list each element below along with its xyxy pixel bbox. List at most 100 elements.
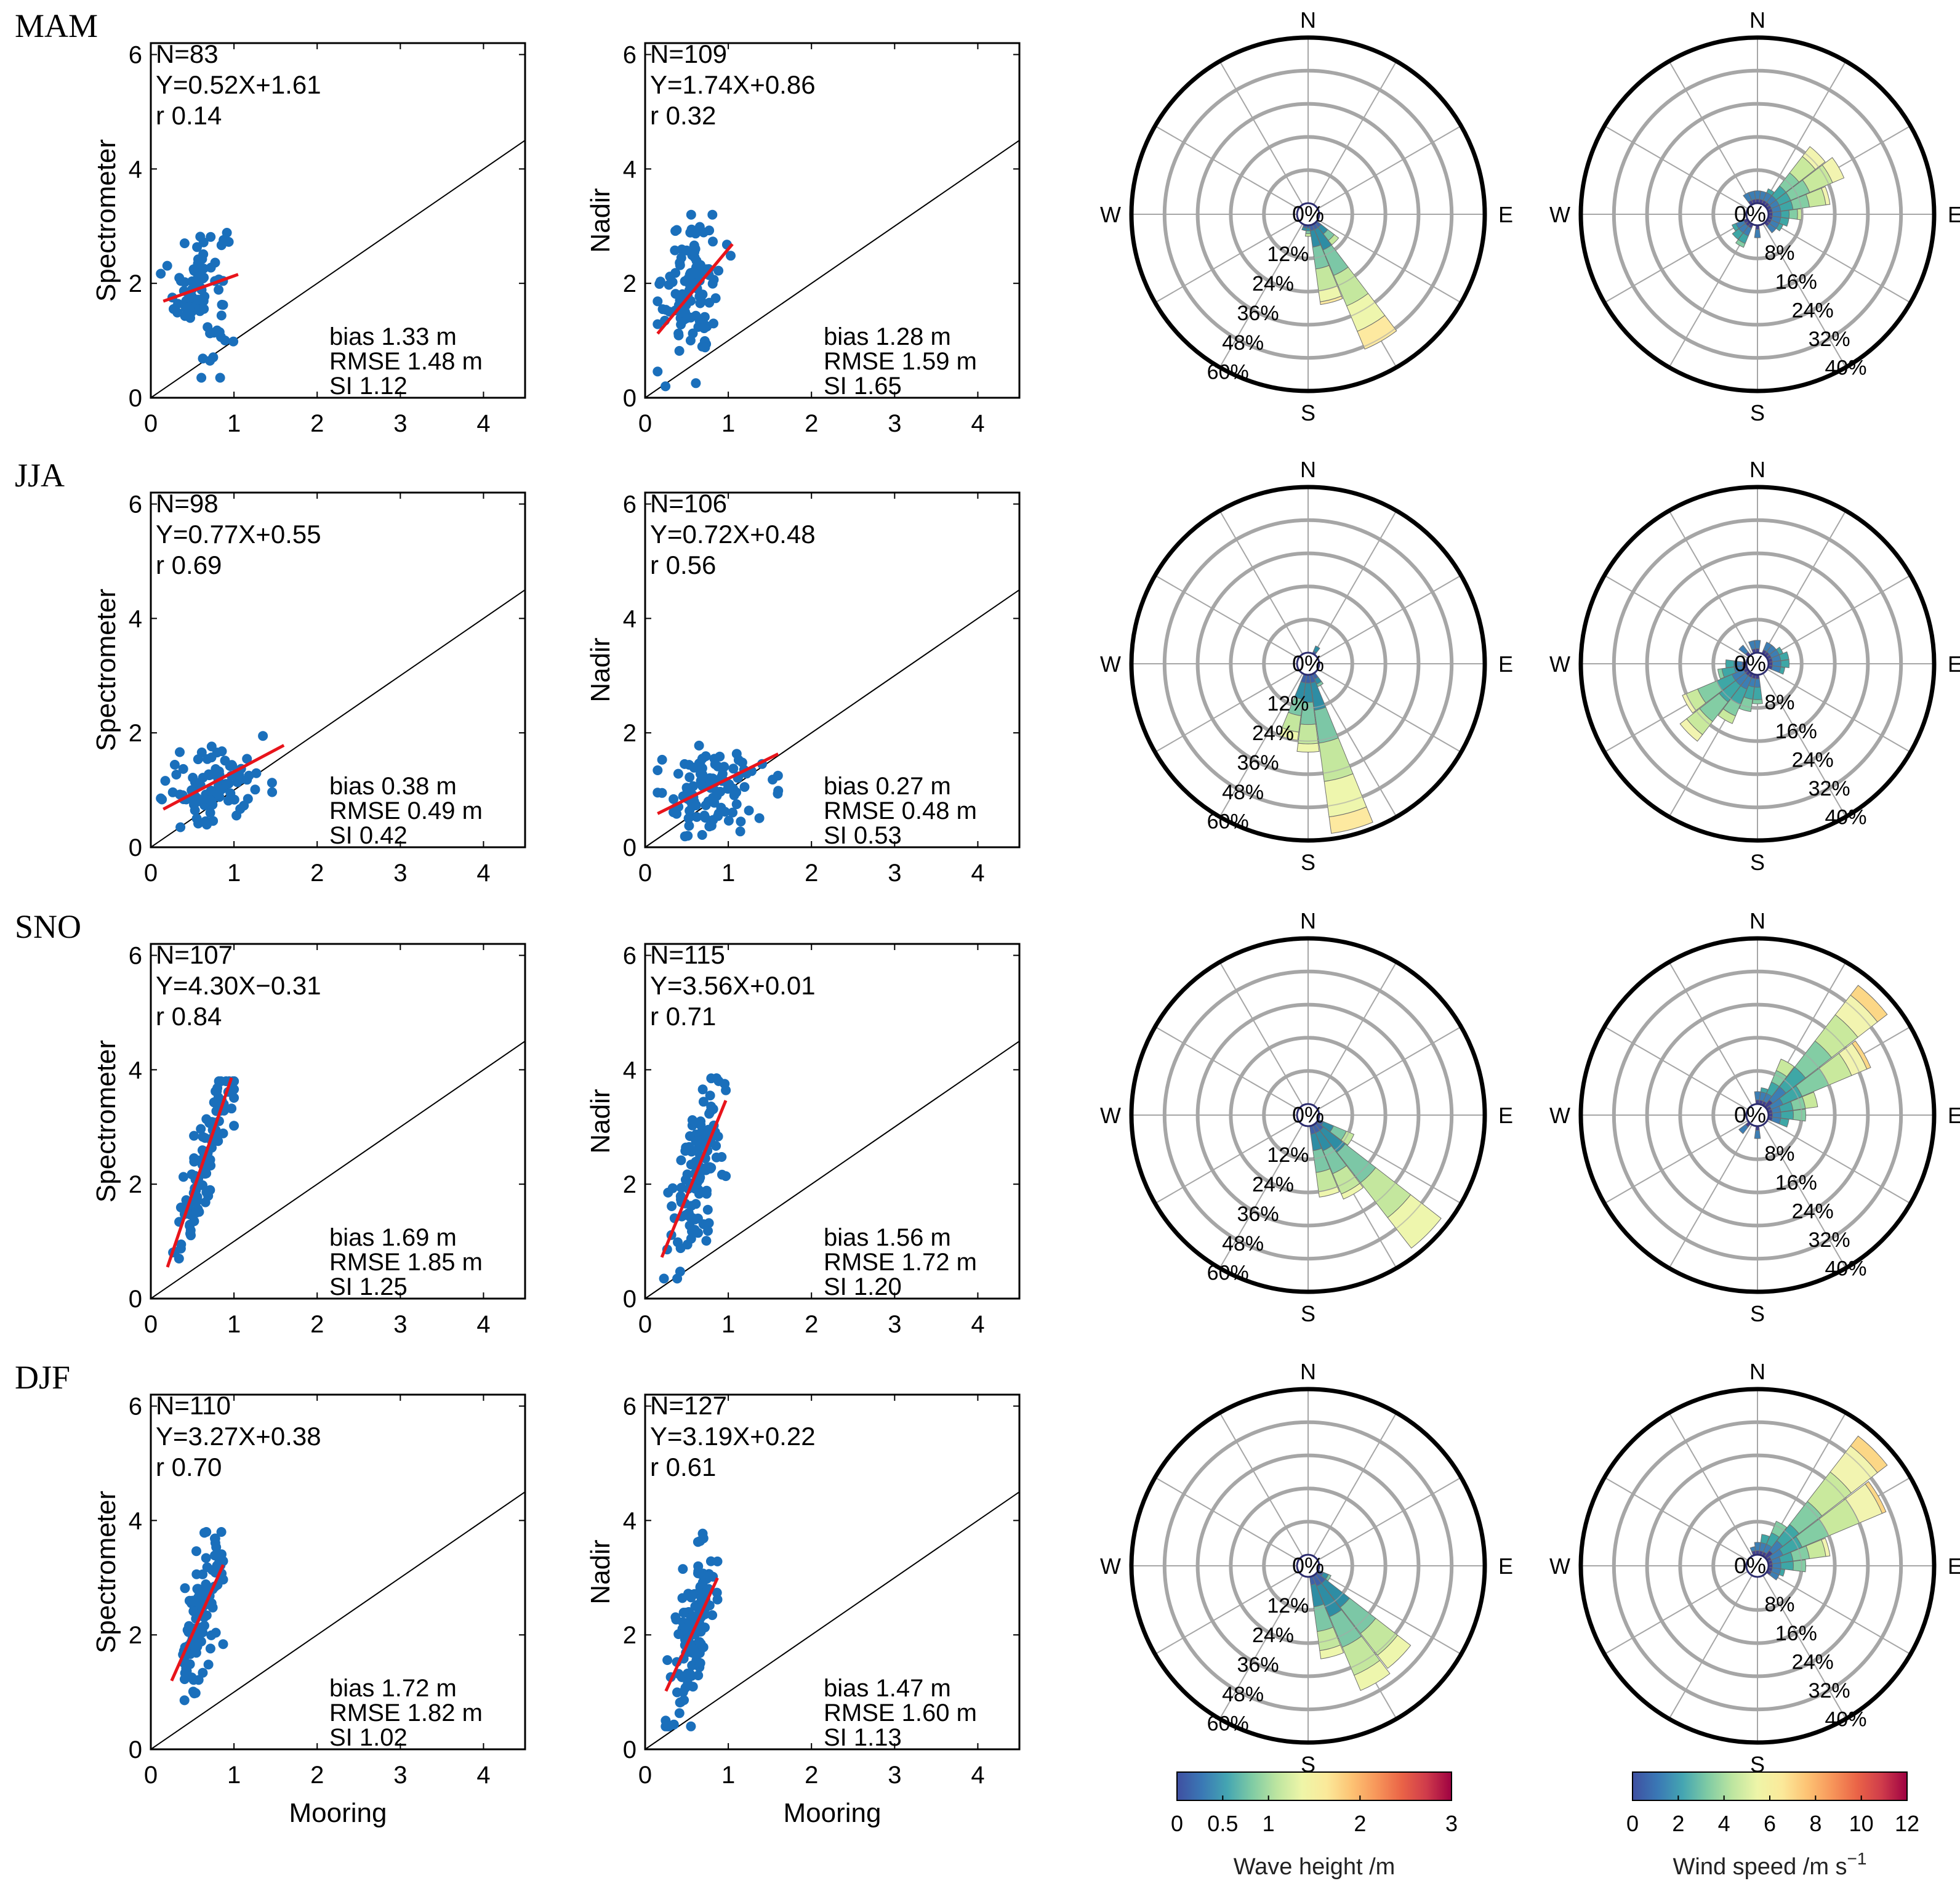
x-tick-label: 2 bbox=[805, 1311, 818, 1338]
rose-spoke bbox=[1604, 574, 1758, 664]
rose-ring-overlay bbox=[1163, 519, 1453, 808]
stat-n: N=98 bbox=[156, 489, 219, 518]
data-point bbox=[676, 1155, 686, 1166]
data-point bbox=[210, 257, 220, 268]
data-point bbox=[707, 1610, 718, 1621]
data-point bbox=[744, 805, 754, 816]
data-point bbox=[698, 1097, 709, 1107]
data-point bbox=[700, 813, 710, 823]
scatter-panel-DJF-spectrometer: 0 1 2 3 4 0 2 4 6 Spectrometer Mooring N=110Y=3.27X… bbox=[91, 1391, 526, 1828]
x-axis-label: Mooring bbox=[784, 1798, 882, 1828]
data-point bbox=[739, 782, 750, 792]
stat-equation: Y=0.77X+0.55 bbox=[156, 520, 321, 549]
rose-sector-bin bbox=[1793, 1559, 1807, 1573]
rose-sector-bin bbox=[1775, 1058, 1795, 1078]
rose-spoke bbox=[1307, 1026, 1462, 1116]
data-point bbox=[701, 1236, 712, 1246]
rose-spoke bbox=[1757, 663, 1911, 753]
stat-rmse: RMSE 1.60 m bbox=[824, 1699, 977, 1727]
regression-line bbox=[656, 243, 734, 335]
cardinal-east: E bbox=[1498, 1553, 1513, 1579]
data-point bbox=[670, 268, 681, 278]
wave-colorbar: 0 0.5 1 2 3 Wave height /m bbox=[1171, 1771, 1458, 1880]
colorbar-tick-label: 1 bbox=[1263, 1811, 1275, 1836]
rose-center-label: 0% bbox=[1734, 201, 1766, 227]
rose-ring-overlay bbox=[1613, 970, 1902, 1260]
rose-ring-overlay bbox=[1679, 136, 1836, 292]
cardinal-south: S bbox=[1301, 400, 1315, 425]
rose-center bbox=[1745, 202, 1770, 227]
y-tick-label: 0 bbox=[623, 385, 637, 412]
rose-spoke bbox=[1604, 1114, 1758, 1204]
data-point bbox=[234, 770, 244, 780]
regression-line bbox=[163, 744, 285, 811]
data-point bbox=[184, 1595, 195, 1606]
rose-sector-bin bbox=[1341, 1183, 1364, 1200]
rose-center bbox=[1296, 202, 1320, 227]
stat-si: SI 1.13 bbox=[824, 1724, 902, 1751]
x-tick-label: 4 bbox=[476, 1311, 490, 1338]
rose-ring-overlay bbox=[1263, 619, 1353, 709]
rose-ring-label: 36% bbox=[1237, 1203, 1279, 1226]
rose-ring-label: 12% bbox=[1267, 692, 1309, 715]
data-point bbox=[655, 276, 665, 287]
rose-sector-bin bbox=[1748, 640, 1756, 650]
rose-sector-bin bbox=[1725, 659, 1735, 669]
rose-sector-bin bbox=[1319, 1645, 1344, 1659]
y-tick-label: 4 bbox=[129, 605, 142, 632]
y-axis-label: Spectrometer bbox=[91, 1040, 121, 1203]
data-point bbox=[712, 1594, 723, 1605]
colorbar-tick-label: 0 bbox=[1171, 1811, 1183, 1836]
data-point bbox=[705, 1090, 715, 1101]
cardinal-north: N bbox=[1300, 457, 1316, 482]
data-point bbox=[190, 1645, 201, 1655]
rose-outer-circle bbox=[1129, 936, 1487, 1294]
rose-ring-overlay bbox=[1263, 1070, 1353, 1160]
row-label-mam: MAM bbox=[15, 7, 98, 44]
y-tick-label: 0 bbox=[129, 834, 142, 861]
data-point bbox=[697, 754, 707, 764]
colorbar-tick-label: 4 bbox=[1718, 1811, 1730, 1836]
data-point bbox=[267, 787, 278, 797]
rose-center-label: 0% bbox=[1292, 1553, 1324, 1578]
stat-equation: Y=0.52X+1.61 bbox=[156, 70, 321, 99]
x-tick-label: 2 bbox=[805, 1762, 818, 1789]
rose-sector-bin bbox=[1760, 1087, 1769, 1094]
rose-ring-label: 48% bbox=[1222, 781, 1264, 804]
rose-ring-label: 36% bbox=[1237, 751, 1279, 775]
rose-sector-bin bbox=[1850, 985, 1888, 1023]
row-label-djf: DJF bbox=[15, 1359, 70, 1396]
data-point bbox=[191, 1207, 201, 1218]
rose-sector-bin bbox=[1769, 1571, 1780, 1581]
rose-spoke bbox=[1757, 214, 1911, 304]
y-tick-label: 0 bbox=[623, 1736, 637, 1763]
stat-si: SI 1.20 bbox=[824, 1273, 902, 1300]
stat-r: r 0.56 bbox=[650, 550, 716, 579]
x-tick-label: 4 bbox=[476, 410, 490, 437]
y-tick-label: 2 bbox=[129, 1622, 142, 1649]
cardinal-north: N bbox=[1749, 908, 1765, 933]
data-point bbox=[679, 1695, 689, 1706]
rose-sector-bin bbox=[1753, 687, 1762, 700]
cardinal-south: S bbox=[1301, 1301, 1315, 1326]
rose-sector-bin bbox=[1354, 1659, 1391, 1691]
x-tick-label: 2 bbox=[310, 860, 324, 887]
one-to-one-line bbox=[645, 140, 1020, 398]
rose-spoke bbox=[1219, 214, 1309, 368]
x-axis-label: Mooring bbox=[289, 1798, 387, 1828]
x-tick-label: 1 bbox=[227, 1762, 241, 1789]
data-point bbox=[705, 1571, 715, 1581]
data-point bbox=[179, 1172, 188, 1182]
rose-sector-bin bbox=[1738, 645, 1749, 655]
rose-sector-bin bbox=[1305, 230, 1311, 234]
axes-frame bbox=[644, 42, 1021, 399]
data-point bbox=[653, 296, 663, 307]
y-tick-label: 4 bbox=[623, 1057, 637, 1084]
rose-spoke bbox=[1307, 1412, 1397, 1566]
data-point bbox=[754, 813, 765, 823]
data-point bbox=[201, 1553, 211, 1563]
rose-spoke bbox=[1604, 1477, 1758, 1566]
data-point bbox=[689, 1648, 700, 1659]
data-point bbox=[717, 1169, 727, 1180]
rose-center bbox=[1296, 1553, 1320, 1578]
